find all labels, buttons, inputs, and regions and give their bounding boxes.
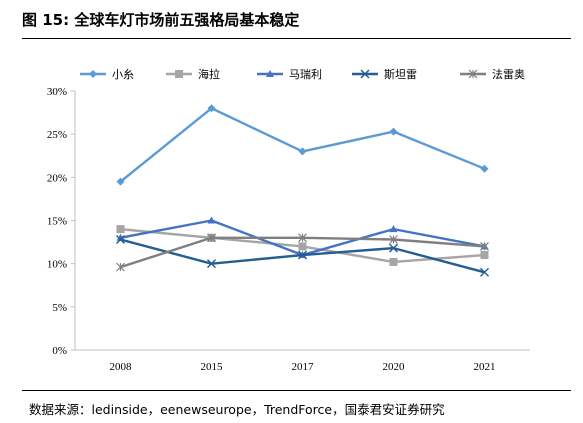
data-point-series-2 (389, 257, 398, 266)
legend-marker (468, 69, 478, 79)
legend-marker (89, 70, 97, 78)
x-tick-label: 2017 (292, 361, 315, 373)
x-tick-label: 2021 (474, 361, 496, 373)
data-point-series-4 (116, 234, 125, 244)
data-point-series-5 (207, 233, 216, 243)
data-point-series-5 (480, 241, 489, 251)
title-rule (22, 38, 571, 39)
y-tick-label: 30% (47, 86, 67, 98)
data-point-series-3 (389, 225, 398, 233)
legend-marker (360, 69, 370, 79)
data-point-series-1 (116, 177, 125, 186)
series-line-1 (119, 107, 485, 183)
data-point-series-4 (298, 250, 307, 260)
y-tick-label: 0% (52, 345, 67, 357)
legend-marker (266, 70, 274, 77)
x-tick-label: 2015 (201, 361, 224, 373)
x-tick-label: 2020 (383, 361, 406, 373)
source-rule (22, 390, 571, 391)
data-point-series-2 (298, 242, 307, 251)
data-point-series-4 (389, 243, 398, 253)
y-tick-label: 20% (47, 172, 67, 184)
legend-marker (175, 70, 183, 78)
y-tick-label: 10% (47, 259, 67, 271)
y-tick-label: 15% (47, 216, 67, 228)
legend-label: 马瑞利 (289, 67, 322, 81)
y-tick-label: 5% (52, 302, 67, 314)
data-point-series-3 (207, 216, 216, 224)
legend-label: 小糸 (112, 68, 134, 81)
data-point-series-4 (207, 259, 216, 269)
y-tick-label: 25% (47, 129, 67, 141)
data-point-series-5 (389, 235, 398, 244)
legend-label: 海拉 (198, 67, 220, 81)
x-tick-label: 2008 (110, 361, 133, 373)
data-point-series-1 (389, 127, 398, 136)
data-point-series-1 (207, 104, 216, 113)
legend-label: 斯坦雷 (384, 67, 417, 81)
data-point-series-1 (298, 147, 307, 156)
data-point-series-4 (480, 267, 489, 277)
data-point-series-2 (116, 225, 125, 234)
source-note: 数据来源：ledinside，eenewseurope，TrendForce，国… (29, 402, 445, 417)
figure-title: 图 15: 全球车灯市场前五强格局基本稳定 (22, 11, 300, 29)
data-point-series-5 (298, 233, 307, 243)
data-point-series-2 (480, 251, 489, 260)
legend-label: 法雷奥 (492, 67, 525, 81)
data-point-series-1 (480, 164, 489, 173)
figure-header: 图 15: 全球车灯市场前五强格局基本稳定 (0, 0, 583, 36)
data-point-series-5 (116, 262, 125, 272)
